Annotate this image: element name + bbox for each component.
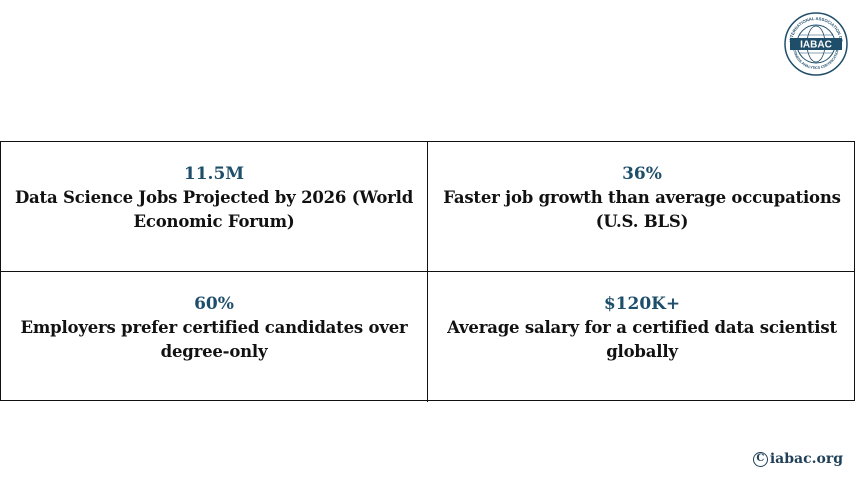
stats-grid: 11.5M Data Science Jobs Projected by 202… [0, 141, 855, 402]
logo-text: IABAC [800, 40, 832, 51]
stat-cell-employers: 60% Employers prefer certified candidate… [1, 272, 428, 402]
stat-cell-salary: $120K+ Average salary for a certified da… [428, 272, 855, 402]
stat-description: Data Science Jobs Projected by 2026 (Wor… [14, 188, 414, 231]
stat-cell-jobs: 11.5M Data Science Jobs Projected by 202… [1, 142, 428, 272]
stat-value: 11.5M [183, 164, 245, 184]
stat-description: Employers prefer certified candidates ov… [20, 318, 408, 361]
stat-value: 36% [622, 164, 662, 184]
stat-description: Average salary for a certified data scie… [447, 318, 837, 361]
copyright-icon: C [752, 451, 768, 467]
stat-value: 60% [194, 294, 234, 314]
stat-cell-growth: 36% Faster job growth than average occup… [428, 142, 855, 272]
stat-value: $120K+ [603, 294, 681, 314]
website-footer: C iabac.org [752, 451, 843, 467]
iabac-logo: IABAC INTERNATIONAL ASSOCIATION OF BUSIN… [784, 12, 848, 76]
website-link[interactable]: iabac.org [769, 451, 843, 467]
stat-description: Faster job growth than average occupatio… [443, 188, 841, 231]
globe-icon: IABAC INTERNATIONAL ASSOCIATION OF BUSIN… [784, 12, 848, 76]
